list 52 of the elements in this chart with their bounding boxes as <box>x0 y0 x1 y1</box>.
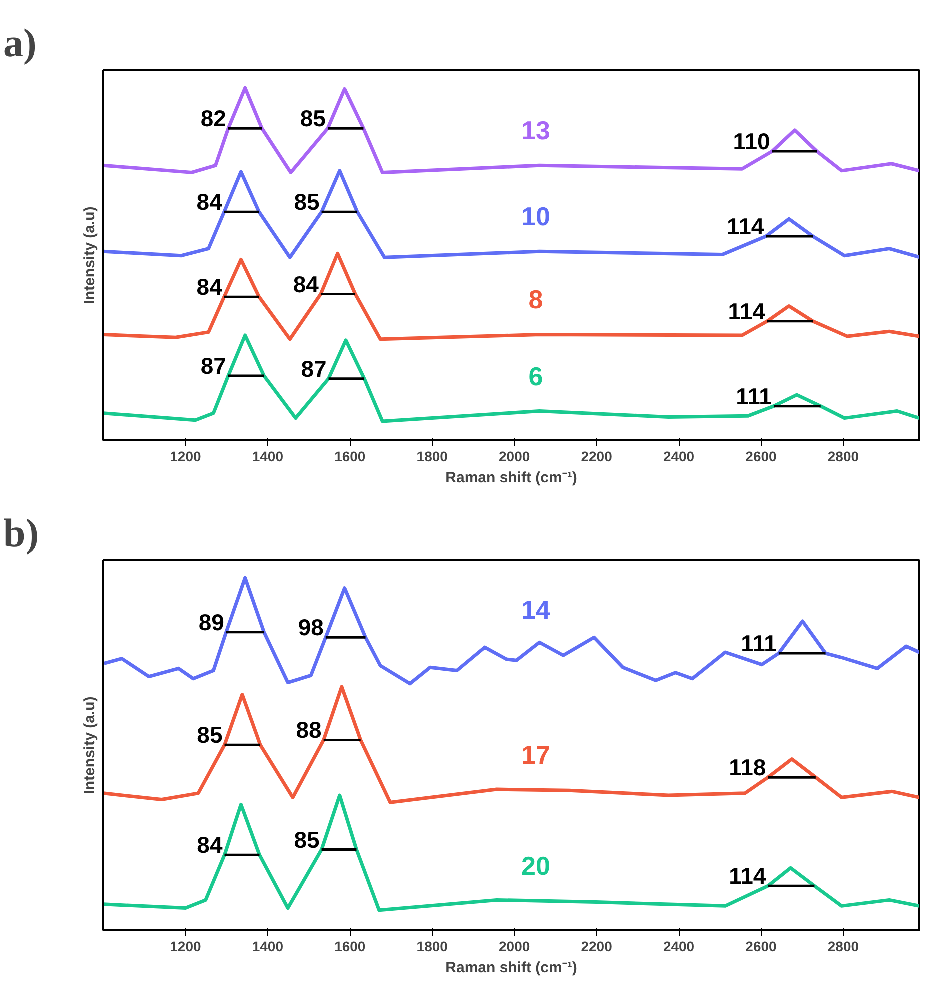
y-axis-title: Intensity (a.u) <box>82 206 98 304</box>
annotation: 111 <box>736 383 772 410</box>
annotation: 98 <box>298 614 324 641</box>
annotation: 87 <box>301 356 327 382</box>
annotation: 85 <box>197 722 223 748</box>
x-tick-label: 1400 <box>252 448 284 464</box>
series-label: 20 <box>522 850 550 881</box>
series-label: 6 <box>528 361 544 392</box>
x-tick-label: 1800 <box>416 448 448 464</box>
annotation: 84 <box>196 189 223 216</box>
series-label: 17 <box>522 740 550 770</box>
x-axis-title: Raman shift (cm⁻¹) <box>446 470 578 486</box>
x-tick-label: 2600 <box>746 938 778 954</box>
x-tick-label: 1200 <box>170 938 202 954</box>
x-tick-label: 1200 <box>170 448 202 464</box>
annotation: 82 <box>200 106 226 132</box>
annotation: 89 <box>198 609 224 636</box>
series-label: 13 <box>522 116 550 146</box>
chart-title: b) <box>4 510 40 556</box>
annotation: 85 <box>300 106 326 132</box>
series-label: 10 <box>522 202 550 232</box>
annotation: 114 <box>729 863 766 890</box>
x-tick-label: 2800 <box>828 938 860 954</box>
x-tick-label: 1600 <box>334 938 366 954</box>
annotation: 84 <box>196 274 223 300</box>
annotation: 87 <box>200 353 226 380</box>
annotation: 111 <box>741 630 778 657</box>
series-label: 14 <box>522 595 551 626</box>
annotation: 88 <box>296 717 322 744</box>
x-tick-label: 2400 <box>663 938 695 954</box>
x-tick-label: 2400 <box>663 448 695 464</box>
annotation: 84 <box>197 832 223 858</box>
x-axis-title: Raman shift (cm⁻¹) <box>446 960 578 976</box>
x-tick-label: 2800 <box>828 448 860 464</box>
x-tick-label: 2000 <box>499 938 530 954</box>
series-label: 8 <box>528 284 544 315</box>
x-tick-label: 2000 <box>499 448 530 464</box>
annotation: 84 <box>293 271 320 298</box>
x-tick-label: 2600 <box>746 448 778 464</box>
annotation: 85 <box>294 826 320 853</box>
annotation: 110 <box>733 128 770 155</box>
x-tick-label: 1400 <box>252 938 284 954</box>
annotation: 114 <box>728 298 766 324</box>
y-axis-title: Intensity (a.u) <box>82 696 98 794</box>
chart-title: a) <box>4 20 37 66</box>
annotation: 85 <box>294 189 320 216</box>
x-tick-label: 1600 <box>334 448 366 464</box>
annotation: 118 <box>729 754 766 781</box>
annotation: 114 <box>727 213 764 240</box>
x-tick-label: 2200 <box>581 448 613 464</box>
x-tick-label: 1800 <box>416 938 448 954</box>
x-tick-label: 2200 <box>581 938 613 954</box>
